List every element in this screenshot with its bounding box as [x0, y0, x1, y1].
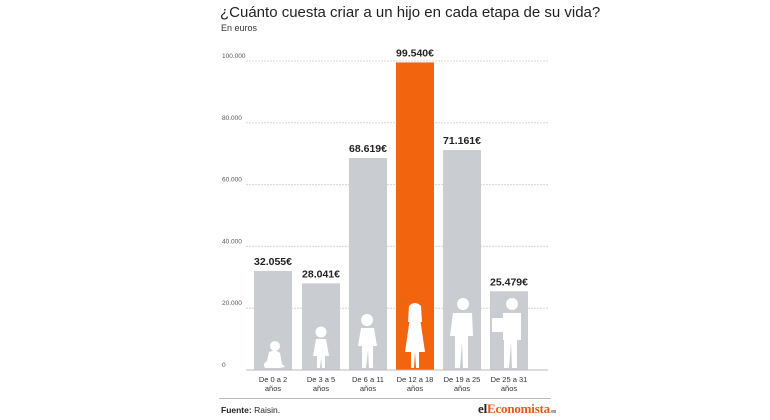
y-tick-label: 40.000 [222, 238, 242, 245]
x-tick-label: De 19 a 25 [444, 375, 481, 384]
x-tick-label: De 3 a 5 [307, 375, 335, 384]
logo-part-2: Economista [486, 401, 550, 416]
footer-divider [219, 398, 551, 399]
data-label: 99.540€ [396, 47, 434, 59]
y-tick-label: 0 [222, 362, 226, 369]
chart-subtitle: En euros [221, 23, 258, 33]
source-note: Fuente: Raisin. [221, 405, 280, 415]
source-value: Raisin. [254, 405, 281, 415]
toddler-icon [313, 326, 329, 368]
y-tick-label: 80.000 [222, 115, 242, 122]
x-tick-label: años [313, 384, 330, 393]
teen-girl-icon [405, 303, 425, 368]
adult-reading-icon [492, 298, 521, 368]
eleconomista-logo: elEconomista.es [478, 401, 556, 417]
x-tick-label: De 12 a 18 [397, 375, 434, 384]
y-tick-label: 20.000 [222, 300, 242, 307]
x-tick-label: años [407, 384, 424, 393]
x-tick-label: años [501, 384, 518, 393]
y-tick-label: 60.000 [222, 177, 242, 184]
x-tick-label: años [454, 384, 471, 393]
x-tick-label: De 0 a 2 [259, 375, 287, 384]
source-label: Fuente: [221, 405, 252, 415]
x-tick-label: años [360, 384, 377, 393]
logo-suffix: .es [550, 409, 557, 415]
x-tick-label: De 25 a 31 [491, 375, 528, 384]
x-tick-label: años [265, 384, 282, 393]
logo-part-1: el [478, 401, 487, 416]
chart-title: ¿Cuánto cuesta criar a un hijo en cada e… [220, 4, 601, 21]
y-tick-label: 100.000 [222, 53, 246, 60]
data-label: 25.479€ [490, 276, 528, 288]
young-adult-icon [450, 298, 473, 368]
data-label: 28.041€ [302, 268, 340, 280]
data-label: 71.161€ [443, 135, 481, 147]
baby-sitting-icon [263, 341, 285, 368]
data-label: 68.619€ [349, 143, 387, 155]
x-tick-label: De 6 a 11 [352, 375, 384, 384]
data-label: 32.055€ [254, 256, 292, 268]
child-icon [358, 314, 377, 368]
